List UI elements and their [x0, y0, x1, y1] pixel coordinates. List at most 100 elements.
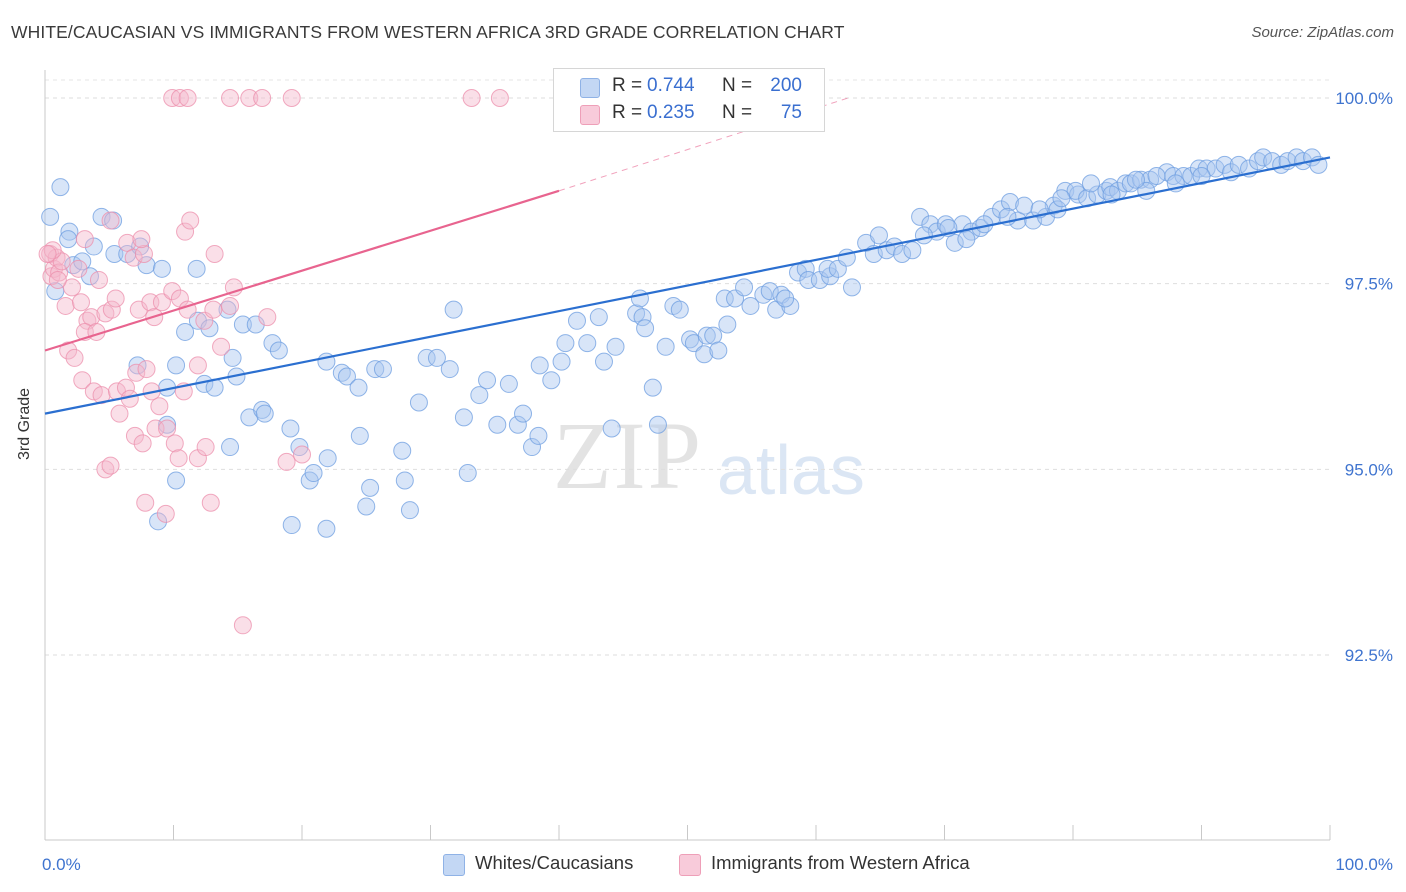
trend-line-immigrants [44, 189, 560, 352]
point-immigrants [293, 445, 311, 464]
point-whites [1001, 192, 1020, 211]
point-whites [606, 337, 625, 356]
point-whites [337, 367, 356, 386]
point-immigrants [221, 296, 240, 315]
point-whites [92, 207, 111, 226]
point-immigrants [110, 404, 129, 423]
point-whites [643, 378, 662, 397]
point-whites [470, 386, 489, 405]
point-immigrants [221, 89, 240, 107]
point-whites [542, 371, 561, 390]
point-whites [318, 449, 337, 468]
point-whites [478, 371, 497, 390]
point-whites [60, 222, 79, 241]
point-whites [735, 278, 754, 297]
point-whites [1081, 174, 1100, 193]
y-tick-label: 97.5% [1345, 275, 1393, 294]
point-whites [51, 178, 70, 197]
point-immigrants [50, 263, 69, 282]
point-whites [167, 471, 186, 490]
point-immigrants [116, 378, 135, 397]
point-whites [158, 415, 177, 434]
point-immigrants [240, 89, 259, 107]
point-whites [529, 426, 548, 445]
point-whites [602, 419, 621, 438]
point-whites [1147, 166, 1166, 185]
point-whites [1174, 166, 1193, 185]
point-whites [893, 244, 912, 263]
point-whites [290, 438, 309, 457]
point-immigrants [176, 222, 195, 241]
trend-line-whites [44, 156, 1331, 415]
point-immigrants [134, 244, 153, 263]
bottom-legend-swatch-whites [443, 854, 465, 876]
point-immigrants [178, 89, 197, 107]
point-immigrants [127, 363, 146, 382]
point-whites [656, 337, 675, 356]
point-immigrants [101, 211, 120, 230]
x-tick-label: 100.0% [1335, 855, 1393, 874]
point-whites [361, 478, 380, 497]
point-whites [903, 241, 922, 260]
point-whites [697, 326, 716, 345]
point-whites [1192, 166, 1211, 185]
y-tick-label: 95.0% [1345, 460, 1393, 479]
point-whites [530, 356, 549, 375]
point-immigrants [204, 300, 223, 319]
point-immigrants [71, 293, 90, 312]
point-whites [59, 230, 78, 249]
legend-r-label: R = [612, 102, 643, 123]
point-whites [1254, 148, 1273, 167]
source-label: Source: ZipAtlas.com [1251, 24, 1394, 41]
point-whites [695, 345, 714, 364]
point-whites [796, 259, 815, 278]
point-immigrants [152, 293, 171, 312]
point-immigrants [38, 244, 57, 263]
point-whites [945, 233, 964, 252]
point-whites [508, 415, 527, 434]
point-immigrants [165, 434, 184, 453]
legend-n-label: N = [722, 102, 753, 123]
point-whites [914, 226, 933, 245]
point-whites [417, 348, 436, 367]
point-whites [427, 348, 446, 367]
point-whites [953, 215, 972, 234]
chart-title: WHITE/CAUCASIAN VS IMMIGRANTS FROM WESTE… [11, 22, 845, 42]
point-whites [567, 311, 586, 330]
point-immigrants [150, 397, 169, 416]
point-whites [499, 374, 518, 393]
point-immigrants [188, 356, 207, 375]
point-whites [393, 441, 412, 460]
point-immigrants [92, 386, 111, 405]
point-immigrants [124, 248, 143, 267]
point-whites [176, 322, 195, 341]
bottom-legend-label-immigrants: Immigrants from Western Africa [711, 852, 970, 873]
point-whites [636, 319, 655, 338]
point-whites [741, 296, 760, 315]
point-whites [269, 341, 288, 360]
point-whites [444, 300, 463, 319]
grid-lines [45, 79, 1330, 656]
point-whites [1215, 155, 1234, 174]
tick-labels: 92.5% 95.0% 97.5% 100.0% 0.0% 100.0% [42, 89, 1393, 874]
point-whites [233, 315, 252, 334]
point-whites [589, 308, 608, 327]
point-whites [633, 308, 652, 327]
point-whites [715, 289, 734, 308]
point-whites [1015, 196, 1034, 215]
point-whites [221, 438, 240, 457]
point-whites [128, 356, 147, 375]
watermark-zip: ZIP [553, 402, 703, 509]
point-immigrants [75, 230, 94, 249]
legend-swatch-immigrants [580, 105, 600, 125]
point-immigrants [181, 211, 200, 230]
point-immigrants [62, 278, 81, 297]
point-immigrants [163, 89, 182, 107]
point-whites [821, 267, 840, 286]
point-immigrants [205, 244, 224, 263]
point-whites [776, 289, 795, 308]
point-whites [458, 464, 477, 483]
point-whites [409, 393, 428, 412]
point-immigrants [233, 616, 252, 635]
point-whites [187, 259, 206, 278]
